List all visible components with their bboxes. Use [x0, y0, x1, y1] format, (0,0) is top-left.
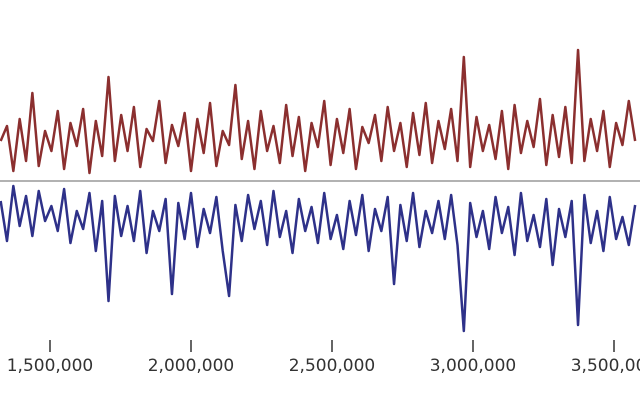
- x-tick-label: 3,500,000: [571, 356, 640, 376]
- data-line: [0, 48, 637, 175]
- x-tick-label: 2,500,000: [289, 356, 376, 376]
- data-line: [0, 184, 637, 333]
- x-tick-label: 3,000,000: [430, 356, 517, 376]
- x-tick-label: 2,000,000: [148, 356, 235, 376]
- x-tick-label: 1,500,000: [7, 356, 94, 376]
